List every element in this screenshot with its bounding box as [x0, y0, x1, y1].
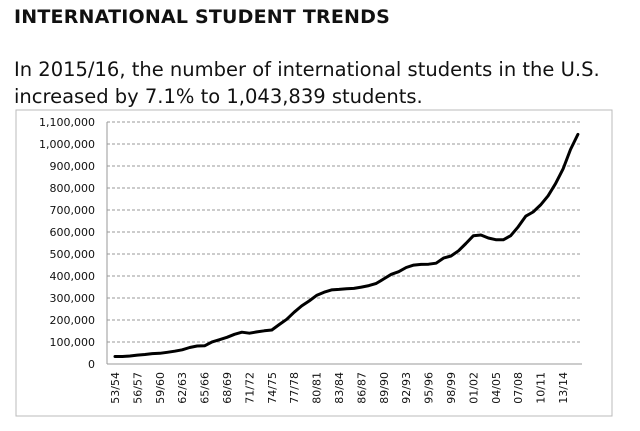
- x-tick-label: 04/05: [490, 372, 503, 404]
- y-tick-label: 400,000: [50, 270, 96, 283]
- chart-title: INTERNATIONAL STUDENT TRENDS: [14, 6, 391, 28]
- chart-frame: [15, 109, 613, 417]
- chart-subtitle: In 2015/16, the number of international …: [14, 58, 600, 108]
- x-tick-label: 95/96: [423, 372, 436, 404]
- x-tick-label: 77/78: [288, 372, 301, 404]
- x-tick-label: 56/57: [131, 372, 144, 404]
- x-tick-label: 86/87: [355, 372, 368, 404]
- x-tick-label: 80/81: [311, 372, 324, 404]
- x-tick-label: 65/66: [199, 372, 212, 404]
- x-tick-label: 68/69: [221, 372, 234, 404]
- y-tick-label: 900,000: [50, 160, 96, 173]
- x-tick-label: 10/11: [535, 372, 548, 404]
- x-tick-label: 89/90: [378, 372, 391, 404]
- x-tick-label: 59/60: [154, 372, 167, 404]
- y-tick-label: 500,000: [50, 248, 96, 261]
- y-tick-label: 100,000: [50, 336, 96, 349]
- y-tick-label: 1,100,000: [39, 116, 95, 129]
- x-tick-label: 13/14: [557, 372, 570, 404]
- y-tick-label: 200,000: [50, 314, 96, 327]
- x-tick-label: 74/75: [266, 372, 279, 404]
- y-tick-label: 600,000: [50, 226, 96, 239]
- y-tick-label: 700,000: [50, 204, 96, 217]
- y-tick-label: 1,000,000: [39, 138, 95, 151]
- x-tick-label: 62/63: [176, 372, 189, 404]
- x-tick-label: 71/72: [243, 372, 256, 404]
- x-tick-label: 01/02: [467, 372, 480, 404]
- x-tick-label: 92/93: [400, 372, 413, 404]
- y-tick-label: 800,000: [50, 182, 96, 195]
- y-tick-label: 300,000: [50, 292, 96, 305]
- series-line: [113, 132, 580, 358]
- x-tick-label: 98/99: [445, 372, 458, 404]
- x-tick-label: 83/84: [333, 372, 346, 404]
- x-tick-label: 07/08: [512, 372, 525, 404]
- y-tick-label: 0: [88, 358, 95, 371]
- x-tick-label: 53/54: [109, 372, 122, 404]
